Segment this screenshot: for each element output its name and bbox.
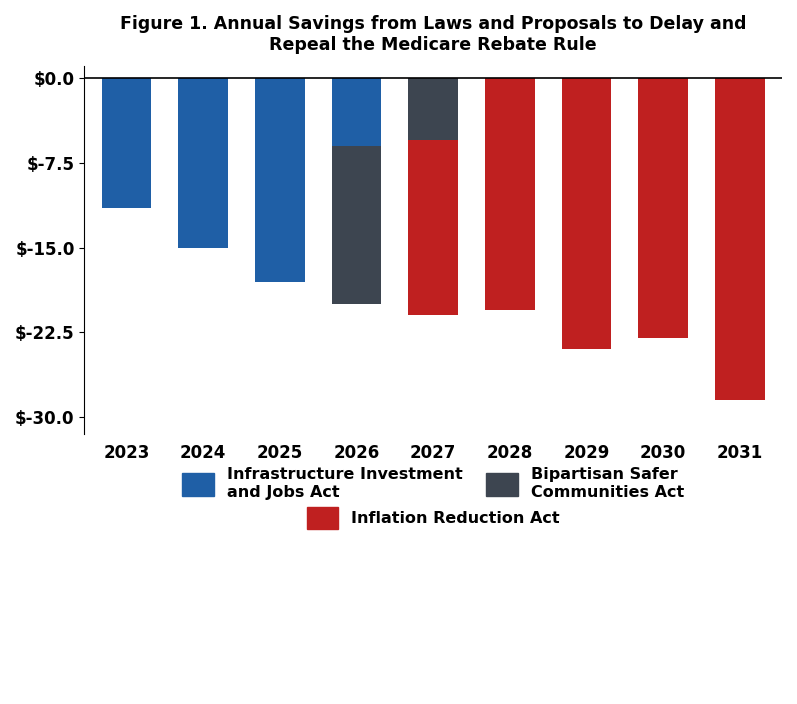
Legend: Inflation Reduction Act: Inflation Reduction Act bbox=[300, 500, 566, 536]
Bar bbox=[255, 77, 304, 282]
Bar bbox=[101, 77, 151, 208]
Bar bbox=[332, 77, 382, 146]
Bar bbox=[408, 77, 458, 140]
Bar bbox=[562, 77, 611, 349]
Title: Figure 1. Annual Savings from Laws and Proposals to Delay and
Repeal the Medicar: Figure 1. Annual Savings from Laws and P… bbox=[120, 15, 747, 54]
Bar bbox=[408, 140, 458, 315]
Bar bbox=[638, 77, 688, 338]
Bar bbox=[332, 146, 382, 304]
Bar bbox=[485, 77, 535, 310]
Bar bbox=[179, 77, 228, 248]
Bar bbox=[715, 77, 765, 401]
